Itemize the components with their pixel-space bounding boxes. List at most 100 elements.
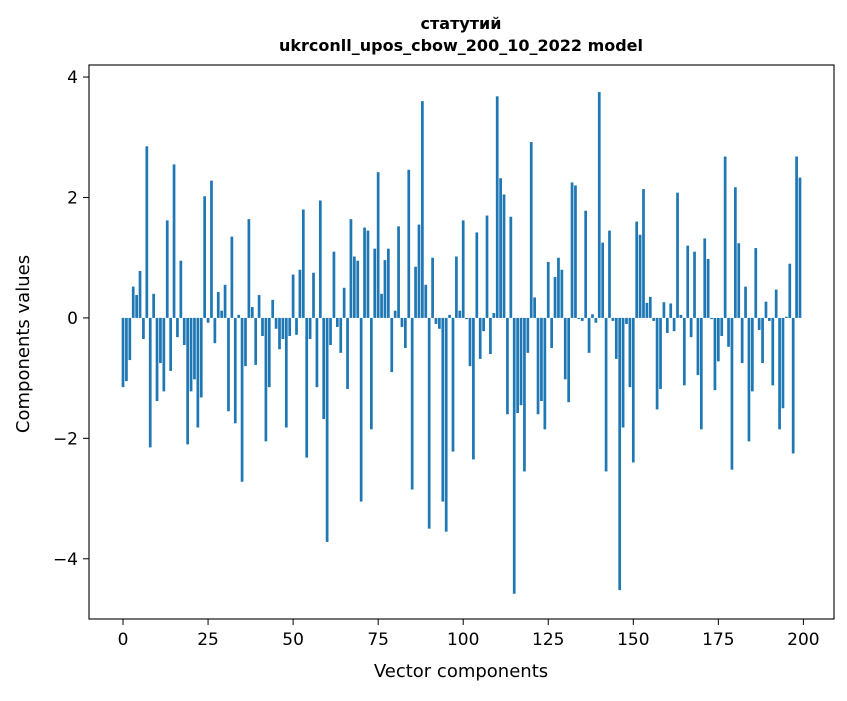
bar-137 xyxy=(587,317,591,353)
bar-81 xyxy=(397,226,400,318)
bar-146 xyxy=(618,317,622,591)
bar-163 xyxy=(676,192,679,318)
bar-49 xyxy=(288,317,292,336)
bar-96 xyxy=(448,314,451,318)
bar-51 xyxy=(295,317,298,335)
bar-33 xyxy=(233,317,237,424)
bar-13 xyxy=(165,220,169,318)
bar-189 xyxy=(764,301,768,318)
bar-55 xyxy=(308,317,312,339)
bar-61 xyxy=(329,317,332,346)
bar-112 xyxy=(502,194,506,318)
bar-195 xyxy=(785,316,788,318)
bar-152 xyxy=(638,234,642,318)
bar-118 xyxy=(523,317,526,472)
bar-180 xyxy=(733,187,737,318)
bar-57 xyxy=(315,317,319,388)
bar-100 xyxy=(461,220,465,318)
y-tick-label: 2 xyxy=(67,188,78,208)
bar-177 xyxy=(723,156,727,318)
x-axis-ticks: 0 25 50 75 100 125 150 175 200 xyxy=(118,619,820,650)
bar-38 xyxy=(250,307,254,318)
bar-76 xyxy=(380,293,383,318)
bar-110 xyxy=(495,96,499,318)
bar-176 xyxy=(720,317,724,336)
bar-170 xyxy=(699,317,703,430)
y-axis-ticks: −4 −2 0 2 4 xyxy=(53,68,89,570)
bar-181 xyxy=(737,243,741,318)
bar-53 xyxy=(301,209,305,318)
bar-92 xyxy=(434,317,438,324)
bar-173 xyxy=(710,317,713,320)
bar-160 xyxy=(665,317,669,333)
bar-109 xyxy=(492,313,496,318)
bar-122 xyxy=(536,317,540,415)
bar-20 xyxy=(189,317,193,392)
bar-5 xyxy=(138,270,142,318)
bar-117 xyxy=(519,317,523,406)
bar-10 xyxy=(155,317,159,402)
bar-157 xyxy=(655,317,659,410)
bar-104 xyxy=(475,232,479,318)
bar-175 xyxy=(716,317,720,362)
bar-82 xyxy=(400,317,404,327)
bar-149 xyxy=(628,317,632,388)
bar-153 xyxy=(642,189,645,318)
bar-16 xyxy=(176,317,179,338)
bar-115 xyxy=(512,317,516,594)
bar-135 xyxy=(580,317,584,321)
bar-25 xyxy=(206,317,210,323)
bar-193 xyxy=(778,317,781,430)
bar-166 xyxy=(686,245,690,318)
bar-94 xyxy=(441,317,445,502)
bar-54 xyxy=(305,317,309,458)
bar-116 xyxy=(516,317,519,414)
bar-91 xyxy=(431,257,434,318)
bar-75 xyxy=(376,172,380,318)
bar-111 xyxy=(499,178,502,318)
bar-123 xyxy=(540,317,543,402)
bar-124 xyxy=(543,317,547,430)
bar-97 xyxy=(451,317,455,452)
bar-87 xyxy=(417,224,421,318)
bar-197 xyxy=(791,317,795,454)
bar-169 xyxy=(696,317,700,376)
bar-46 xyxy=(278,317,281,350)
chart-title-line-1: статутий xyxy=(421,14,502,33)
bar-69 xyxy=(356,260,360,318)
bar-79 xyxy=(390,317,394,373)
bar-127 xyxy=(553,276,557,318)
bar-62 xyxy=(332,251,336,318)
bar-125 xyxy=(546,261,550,318)
bar-88 xyxy=(421,101,424,318)
bar-187 xyxy=(757,317,761,330)
bar-198 xyxy=(795,156,798,318)
bar-67 xyxy=(349,219,353,318)
bar-73 xyxy=(369,317,373,430)
bar-108 xyxy=(489,317,492,355)
bar-19 xyxy=(186,317,190,445)
bar-59 xyxy=(322,317,326,420)
chart-title-line-2: ukrconll_upos_cbow_200_10_2022 model xyxy=(279,36,643,55)
bar-35 xyxy=(240,317,244,482)
bar-8 xyxy=(148,317,152,448)
bar-66 xyxy=(346,317,349,389)
bar-28 xyxy=(216,292,220,318)
bar-141 xyxy=(601,242,605,318)
bar-143 xyxy=(608,230,611,318)
bar-159 xyxy=(662,302,666,318)
bar-9 xyxy=(152,293,155,318)
bar-156 xyxy=(652,317,656,321)
bar-162 xyxy=(672,317,676,332)
bar-107 xyxy=(485,215,489,318)
bar-194 xyxy=(781,317,785,409)
bar-98 xyxy=(455,256,458,318)
bar-172 xyxy=(706,258,710,318)
bar-132 xyxy=(570,182,574,318)
bar-130 xyxy=(563,317,567,380)
x-tick-label: 75 xyxy=(367,630,389,650)
bar-3 xyxy=(131,286,135,318)
bar-161 xyxy=(669,303,673,318)
bar-121 xyxy=(533,297,536,318)
